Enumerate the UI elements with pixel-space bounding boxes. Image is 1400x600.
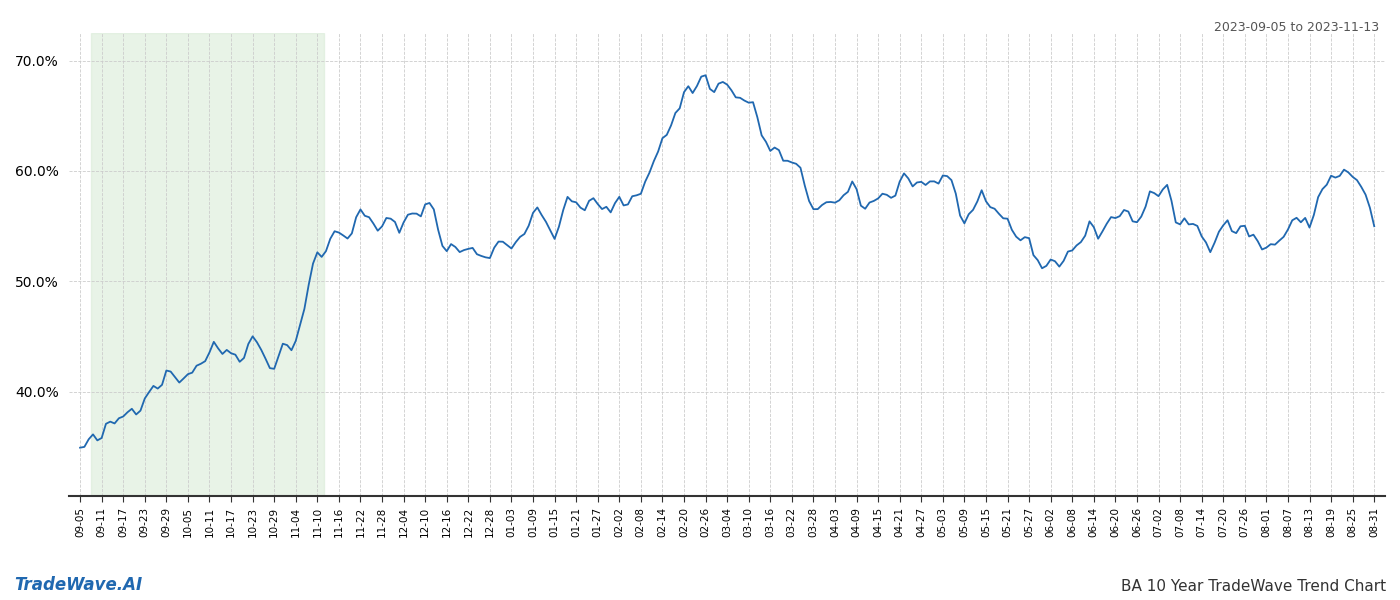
Text: BA 10 Year TradeWave Trend Chart: BA 10 Year TradeWave Trend Chart [1121,579,1386,594]
Text: 2023-09-05 to 2023-11-13: 2023-09-05 to 2023-11-13 [1214,21,1379,34]
Bar [91,33,323,496]
Text: TradeWave.AI: TradeWave.AI [14,576,143,594]
